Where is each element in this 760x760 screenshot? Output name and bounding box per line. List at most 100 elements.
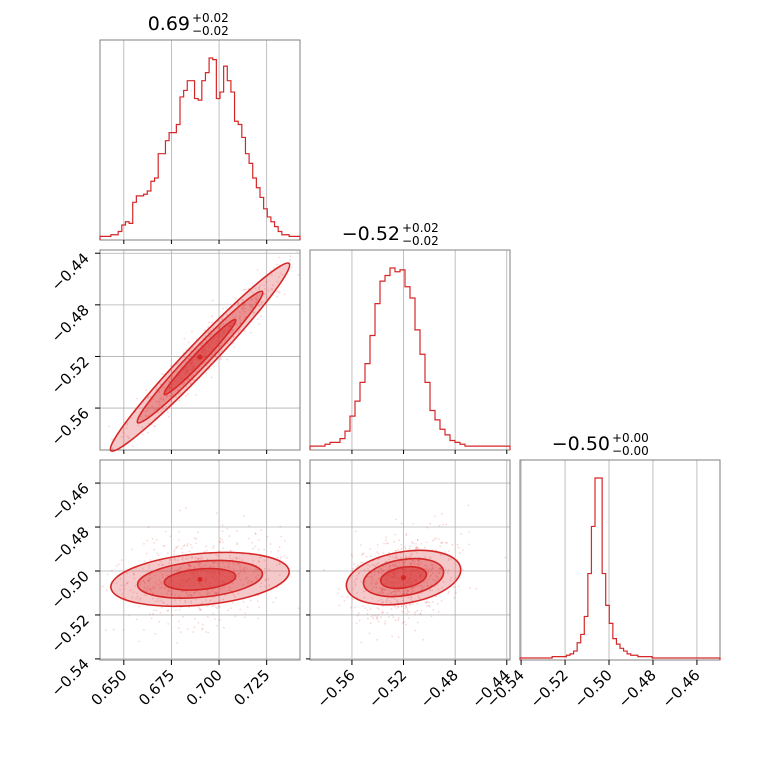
sample-point	[168, 403, 171, 406]
sample-point	[392, 564, 395, 567]
sample-point	[242, 569, 245, 572]
sample-point	[377, 571, 380, 574]
sample-point	[447, 592, 449, 595]
sample-point	[219, 358, 222, 361]
sample-point	[444, 551, 446, 553]
sample-point	[449, 579, 452, 582]
sample-point	[198, 608, 201, 611]
sample-point	[279, 272, 282, 275]
sample-point	[369, 622, 372, 625]
sample-point	[256, 318, 259, 320]
sample-point	[412, 542, 414, 545]
sample-point	[221, 538, 224, 541]
sample-point	[208, 321, 211, 324]
sample-point	[250, 290, 253, 293]
sample-point	[187, 557, 190, 560]
sample-point	[382, 611, 385, 614]
sample-point	[248, 524, 251, 527]
sample-point	[237, 304, 240, 306]
sample-point	[426, 605, 429, 608]
sample-point	[243, 571, 246, 574]
sample-point	[430, 584, 432, 587]
sample-point	[365, 555, 368, 558]
sample-point	[419, 585, 422, 587]
sample-point	[201, 566, 204, 568]
sample-point	[188, 550, 191, 553]
sample-point	[219, 540, 221, 543]
sample-point	[441, 541, 444, 544]
sample-point	[357, 612, 360, 615]
sample-point	[244, 288, 247, 291]
sample-point	[178, 399, 181, 402]
sample-point	[394, 557, 397, 560]
sample-point	[375, 586, 378, 589]
sample-point	[405, 534, 408, 537]
sample-point	[148, 588, 151, 591]
sample-point	[186, 627, 189, 630]
sample-point	[406, 592, 409, 595]
sample-point	[157, 403, 160, 406]
sample-point	[206, 605, 208, 607]
sample-point	[194, 370, 197, 373]
sample-point	[405, 604, 408, 607]
sample-point	[179, 631, 182, 634]
sample-point	[243, 288, 246, 291]
sample-point	[399, 556, 402, 559]
sample-point	[371, 576, 374, 579]
sample-point	[276, 280, 279, 283]
sample-point	[153, 425, 156, 427]
sample-point	[205, 549, 208, 552]
sample-point	[393, 605, 396, 608]
sample-point	[354, 530, 357, 533]
sample-point	[381, 588, 384, 591]
sample-point	[162, 398, 164, 401]
sample-point	[174, 559, 177, 561]
sample-point	[202, 623, 204, 626]
sample-point	[439, 567, 441, 569]
sample-point	[432, 572, 434, 575]
sample-point	[166, 395, 169, 397]
sample-point	[201, 628, 204, 631]
sample-point	[144, 594, 147, 596]
sample-point	[336, 592, 339, 595]
sample-point	[253, 301, 256, 304]
sample-point	[178, 530, 181, 533]
sample-point	[170, 393, 173, 395]
sample-point	[173, 553, 176, 556]
sample-point	[199, 566, 202, 569]
sample-point	[101, 585, 104, 588]
sample-point	[186, 379, 188, 382]
sample-point	[136, 592, 139, 595]
sample-point	[187, 563, 190, 566]
sample-point	[212, 565, 215, 568]
sample-point	[413, 613, 416, 616]
sample-point	[411, 559, 414, 562]
sample-point	[182, 545, 185, 548]
sample-point	[250, 299, 253, 301]
sample-point	[126, 572, 129, 575]
sample-point	[231, 582, 234, 585]
sample-point	[191, 330, 193, 333]
sample-point	[440, 567, 442, 570]
sample-point	[225, 306, 228, 309]
sample-point	[417, 547, 420, 550]
sample-point	[242, 600, 245, 603]
sample-point	[425, 601, 428, 604]
sample-point	[211, 605, 213, 608]
sample-point	[156, 407, 158, 410]
sample-point	[179, 509, 182, 512]
sample-point	[382, 565, 385, 568]
sample-point	[217, 550, 220, 552]
sample-point	[155, 538, 158, 541]
contour-line-1	[136, 559, 264, 599]
sample-point	[290, 266, 293, 269]
sample-point	[401, 593, 404, 596]
sample-point	[405, 606, 408, 609]
sample-point	[405, 592, 408, 595]
sample-point	[385, 560, 388, 563]
sample-point	[402, 590, 404, 593]
sample-point	[204, 564, 206, 567]
sample-point	[206, 364, 208, 367]
param-title-value-0: 0.69	[148, 13, 190, 35]
sample-point	[171, 374, 174, 377]
